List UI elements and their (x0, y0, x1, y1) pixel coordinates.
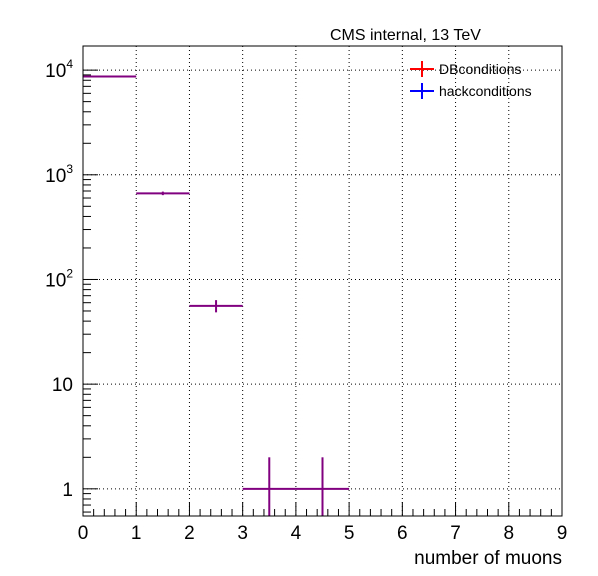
x-tick-label: 7 (450, 523, 461, 544)
x-tick-label: 8 (503, 523, 514, 544)
legend: DBconditions hackconditions (410, 61, 532, 99)
x-axis-title: number of muons (414, 548, 562, 569)
x-tick-label: 2 (184, 523, 195, 544)
y-tick-label: 10 (52, 375, 73, 396)
x-tick-label: 9 (557, 523, 568, 544)
x-tick-label: 1 (131, 523, 142, 544)
y-tick-label: 1 (62, 480, 73, 501)
legend-label: hackconditions (439, 83, 532, 99)
axis-ticks (82, 69, 563, 516)
x-tick-label: 6 (397, 523, 408, 544)
data-layer (83, 75, 350, 516)
y-tick-exponent: 4 (66, 57, 73, 71)
y-tick-exponent: 3 (66, 162, 73, 176)
x-tick-label: 0 (78, 523, 89, 544)
x-tick-label: 4 (291, 523, 302, 544)
x-tick-label: 5 (344, 523, 355, 544)
legend-label: DBconditions (439, 61, 522, 77)
plot-frame (82, 45, 563, 517)
x-tick-label: 3 (237, 523, 248, 544)
chart-header: CMS internal, 13 TeV (330, 27, 481, 44)
y-tick-exponent: 2 (66, 266, 73, 280)
